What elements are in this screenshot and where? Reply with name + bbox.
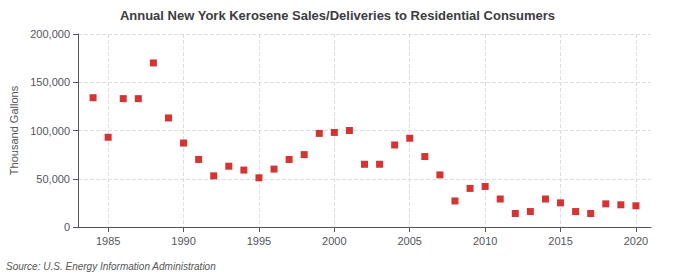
svg-text:1990: 1990 [171, 235, 195, 247]
svg-text:50,000: 50,000 [36, 173, 70, 185]
svg-text:2000: 2000 [322, 235, 346, 247]
svg-text:1995: 1995 [247, 235, 271, 247]
svg-text:Annual New York Kerosene Sales: Annual New York Kerosene Sales/Deliverie… [120, 8, 555, 23]
svg-text:200,000: 200,000 [30, 28, 70, 40]
svg-text:0: 0 [64, 221, 70, 233]
svg-text:2010: 2010 [473, 235, 497, 247]
svg-text:100,000: 100,000 [30, 125, 70, 137]
svg-text:1985: 1985 [96, 235, 120, 247]
svg-text:Source: U.S. Energy Informatio: Source: U.S. Energy Information Administ… [6, 261, 216, 272]
svg-text:2020: 2020 [624, 235, 648, 247]
svg-text:2015: 2015 [548, 235, 572, 247]
svg-text:2005: 2005 [397, 235, 421, 247]
svg-text:150,000: 150,000 [30, 76, 70, 88]
svg-text:Thousand Gallons: Thousand Gallons [8, 85, 20, 175]
